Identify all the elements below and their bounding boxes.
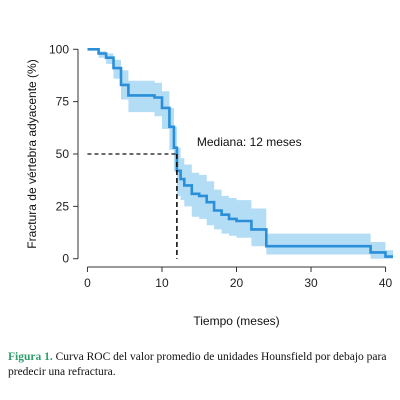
- x-tick-label: 30: [304, 276, 318, 290]
- km-curve-chart: 0 25 50 75 100 0 10 20 30 40 Mediana: 12 meses Fr…: [25, 42, 393, 328]
- y-tick-label: 100: [49, 42, 69, 56]
- y-tick-label: 50: [56, 147, 70, 161]
- confidence-band-0: [87, 49, 393, 259]
- x-tick-label: 10: [155, 276, 169, 290]
- y-tick-label: 25: [56, 199, 70, 213]
- x-axis-title: Tiempo (meses): [193, 314, 279, 328]
- y-axis-title: Fractura de vértebra adyacente (%): [25, 59, 39, 248]
- y-tick-label: 0: [62, 252, 69, 266]
- y-tick-label: 75: [56, 95, 70, 109]
- survival-step-line-0: [87, 47, 393, 258]
- figure-caption: Figura 1. Curva ROC del valor promedio d…: [8, 350, 396, 380]
- plot-area: 0 25 50 75 100 0 10 20 30 40: [49, 42, 393, 290]
- x-tick-label: 40: [379, 276, 393, 290]
- median-annotation: Mediana: 12 meses: [197, 135, 302, 149]
- caption-text: Curva ROC del valor promedio de unidades…: [8, 351, 387, 378]
- x-tick-label: 20: [230, 276, 244, 290]
- caption-label: Figura 1.: [8, 351, 53, 363]
- x-tick-label: 0: [84, 276, 91, 290]
